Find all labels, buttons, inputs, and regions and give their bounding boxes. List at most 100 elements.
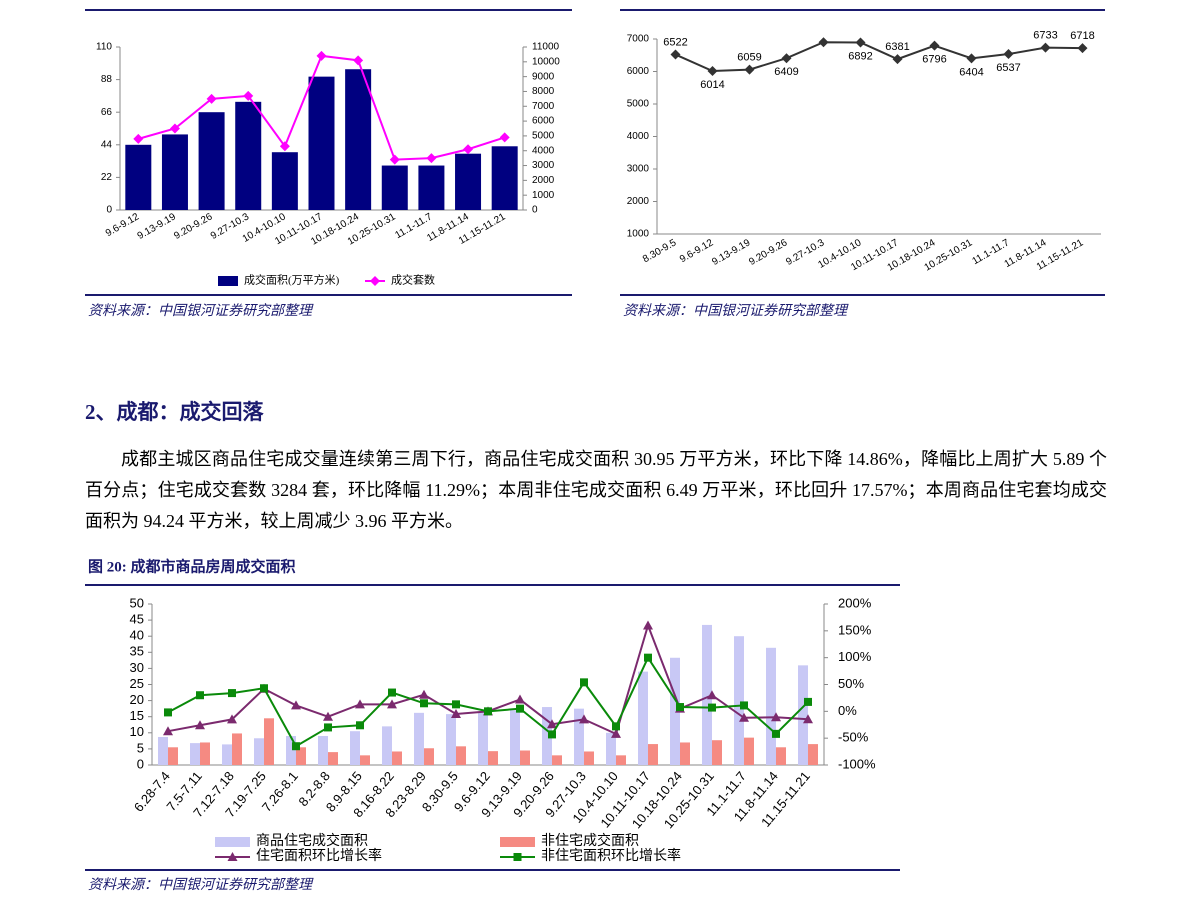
bar [286, 736, 296, 765]
point [744, 64, 755, 75]
point [389, 154, 400, 165]
y-tick-label: 0 [106, 205, 112, 216]
point [484, 707, 492, 716]
y2-tick-label: -100% [838, 756, 876, 771]
point [324, 723, 332, 732]
source: 资料来源：中国银河证券研究部整理 [88, 303, 314, 319]
point [195, 720, 205, 730]
legend-label: 成交套数 [391, 273, 435, 287]
y-tick-label: 10 [130, 724, 144, 739]
bar [456, 746, 466, 765]
y2-tick-label: 2000 [532, 175, 555, 186]
value-label: 6733 [1033, 30, 1057, 42]
bar [328, 752, 338, 765]
bar [491, 146, 518, 210]
y-tick-label: 44 [101, 139, 113, 150]
bar [381, 165, 408, 210]
value-label: 6059 [737, 51, 761, 63]
point [426, 153, 437, 164]
bar [670, 657, 680, 765]
y2-tick-label: 1000 [532, 190, 555, 201]
point [279, 141, 290, 152]
point [804, 697, 812, 706]
bar [798, 665, 808, 765]
point [451, 709, 461, 719]
y-tick-label: 1000 [627, 229, 650, 240]
y-tick-label: 20 [130, 692, 144, 707]
point [515, 694, 525, 704]
legend-swatch [500, 837, 535, 847]
x-tick-label: 9.13-9.19 [136, 211, 178, 242]
section-heading: 2、成都：成交回落 [85, 400, 264, 424]
y-tick-label: 25 [130, 676, 144, 691]
point [463, 144, 474, 155]
y-tick-label: 0 [137, 756, 144, 771]
y2-tick-label: 5000 [532, 131, 555, 142]
point [323, 711, 333, 721]
point [292, 742, 300, 751]
bar [168, 747, 178, 765]
bar [296, 747, 306, 765]
point [579, 714, 589, 724]
source: 资料来源：中国银河证券研究部整理 [623, 303, 849, 319]
y2-tick-label: 11000 [532, 42, 560, 53]
bar [680, 742, 690, 765]
y-tick-label: 40 [130, 628, 144, 643]
bar [446, 714, 456, 765]
point [355, 699, 365, 709]
bar [552, 755, 562, 765]
bar [392, 751, 402, 765]
y2-tick-label: 8000 [532, 86, 555, 97]
point [818, 37, 829, 48]
value-label: 6014 [700, 79, 724, 91]
point [781, 53, 792, 64]
y-tick-label: 50 [130, 595, 144, 610]
y2-tick-label: 3000 [532, 160, 555, 171]
section-paragraph: 成都主城区商品住宅成交量连续第三周下行，商品住宅成交面积 30.95 万平方米，… [85, 449, 1107, 531]
y2-tick-label: 9000 [532, 71, 555, 82]
bar [808, 744, 818, 765]
point [855, 37, 866, 48]
y2-tick-label: 200% [838, 595, 872, 610]
legend-swatch [218, 276, 238, 286]
figure-caption: 图 20: 成都市商品房周成交面积 [88, 557, 296, 575]
value-label: 6404 [959, 66, 983, 78]
y-tick-label: 3000 [627, 164, 650, 175]
y2-tick-label: 6000 [532, 116, 555, 127]
point [227, 852, 238, 861]
x-tick-label: 9.20-9.26 [747, 237, 789, 268]
point [420, 699, 428, 708]
y2-tick-label: 10000 [532, 56, 560, 67]
point [228, 689, 236, 698]
bar [382, 726, 392, 765]
point [516, 704, 524, 713]
point [892, 54, 903, 65]
point [419, 689, 429, 699]
y-tick-label: 5 [137, 740, 144, 755]
point [803, 714, 813, 724]
bar [744, 737, 754, 765]
bar [520, 750, 530, 765]
value-label: 6522 [663, 36, 687, 48]
point [316, 50, 327, 61]
y-tick-label: 88 [101, 74, 113, 85]
point [206, 93, 217, 104]
y-tick-label: 66 [101, 107, 113, 118]
y-tick-label: 30 [130, 660, 144, 675]
point [353, 55, 364, 66]
x-tick-label: 9.20-9.26 [172, 211, 214, 242]
bar [232, 733, 242, 765]
point [771, 712, 781, 722]
y2-tick-label: 100% [838, 649, 872, 664]
point [643, 620, 653, 630]
point [227, 714, 237, 724]
y2-tick-label: 150% [838, 622, 872, 637]
point [772, 729, 780, 738]
point [708, 703, 716, 712]
legend-label: 非住宅成交面积 [541, 832, 639, 849]
y2-tick-label: -50% [838, 730, 869, 745]
bar [308, 76, 335, 211]
point [243, 90, 254, 101]
bar [542, 707, 552, 765]
